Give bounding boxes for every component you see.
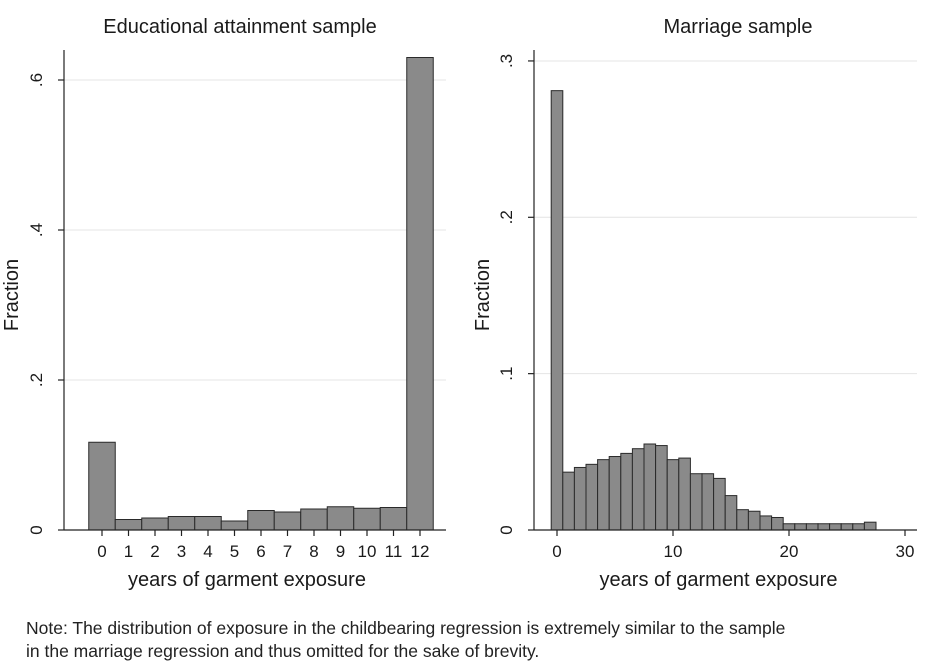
x-tick-label: 30 [896,542,915,561]
y-tick-label: .6 [27,73,46,87]
bar [817,523,831,531]
bar [300,508,328,531]
x-tick-label: 5 [230,542,239,561]
bar [782,523,796,531]
bar [852,523,865,531]
bar [406,57,434,531]
bar [631,448,645,531]
x-axis-label: years of garment exposure [600,569,838,591]
bar [194,516,222,531]
bar [736,509,749,531]
chart-title: Marriage sample [664,16,813,38]
chart-title: Educational attainment sample [103,16,377,38]
bar [220,520,249,531]
x-tick-label: 0 [552,542,561,561]
x-tick-label: 7 [283,542,292,561]
x-tick-label: 12 [411,542,430,561]
bar [678,457,691,531]
bar [379,507,408,531]
x-axis-label: years of garment exposure [128,569,366,591]
x-tick-label: 10 [664,542,683,561]
x-tick-label: 11 [385,542,403,561]
bar [608,456,622,531]
note-line-2: in the marriage regression and thus omit… [26,641,540,661]
y-tick-label: .2 [497,210,516,224]
bar [863,521,877,531]
x-tick-label: 0 [97,542,106,561]
bar [114,519,143,531]
bar [655,445,668,531]
bar [562,471,575,531]
bar [759,515,773,531]
bar [643,443,657,531]
bar [573,466,587,531]
chart-marriage: 0 .1 .2 .3 0 10 20 30 Marriage sample years of ga… [472,16,917,591]
bar [794,523,807,531]
note-line-1: Note: The distribution of exposure in th… [26,618,786,638]
bar [585,463,599,531]
x-tick-label: 4 [203,542,212,561]
figure-note: Note: The distribution of exposure in th… [26,617,926,663]
bar [689,473,703,531]
bar [771,516,784,531]
y-tick-label: .2 [27,373,46,387]
bar [713,477,726,531]
bar [247,510,275,531]
bar [666,459,680,531]
x-tick-label: 20 [780,542,799,561]
bar [620,452,633,531]
bar [273,511,302,531]
y-axis-label: Fraction [1,259,23,331]
bar [597,459,610,531]
x-tick-label: 1 [124,542,133,561]
bar [701,473,715,531]
bar [167,516,196,531]
bar [747,510,761,531]
bar [724,495,738,531]
bar [829,523,842,531]
x-tick-label: 9 [336,542,345,561]
y-tick-label: .1 [497,367,516,381]
y-axis-label: Fraction [472,259,494,331]
x-tick-label: 3 [177,542,186,561]
x-tick-label: 2 [150,542,159,561]
y-tick-label: .3 [497,54,516,68]
y-tick-label: 0 [497,525,516,534]
y-tick-label: .4 [27,223,46,237]
bar [550,90,564,531]
x-tick-label: 10 [358,542,377,561]
bar [353,507,381,531]
x-tick-label: 6 [256,542,265,561]
x-tick-label: 8 [309,542,318,561]
y-tick-label: 0 [27,525,46,534]
bar [326,506,355,531]
bar [840,523,854,531]
bar [88,441,116,531]
bar [141,517,169,531]
bar [805,523,819,531]
